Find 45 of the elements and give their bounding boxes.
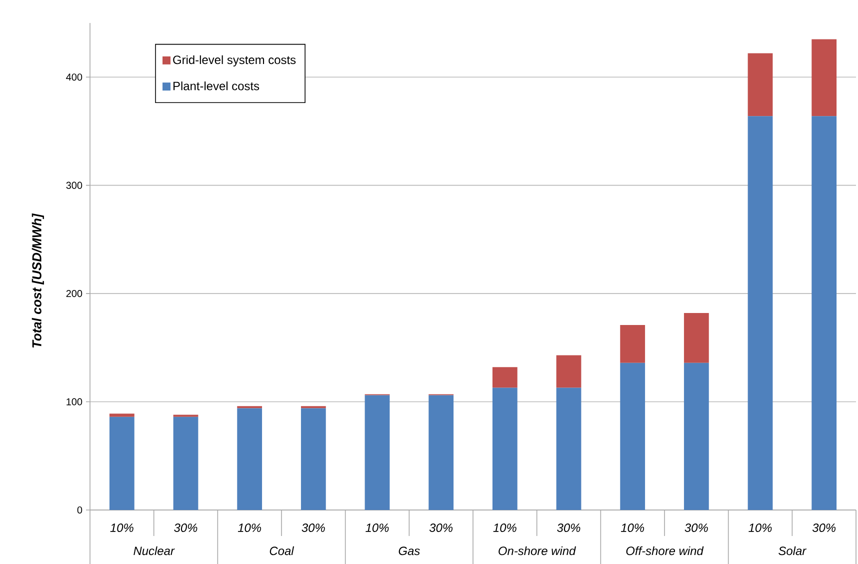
x-tick-label: 10%	[620, 524, 644, 532]
bar	[237, 408, 262, 510]
text: Coal	[270, 546, 294, 556]
bar	[620, 362, 646, 510]
bar	[556, 388, 582, 510]
bar	[812, 116, 837, 510]
bar	[300, 408, 326, 510]
legend-label: Grid-level system costs	[173, 55, 296, 66]
bar	[812, 39, 837, 116]
bar	[109, 416, 134, 510]
bar	[748, 53, 773, 116]
x-tick-label: 30%	[812, 524, 836, 532]
y-tick-label: 100	[66, 398, 82, 406]
x-tick-label: 30%	[429, 524, 453, 532]
bar	[492, 388, 518, 510]
x-tick-label: 30%	[684, 524, 708, 532]
x-tick-label: 10%	[748, 524, 772, 532]
legend-label: Plant-level costs	[173, 81, 260, 90]
bar	[173, 416, 198, 510]
x-tick-label: 10%	[110, 524, 134, 532]
text: Gas	[398, 546, 420, 556]
text: Off-shore wind	[626, 546, 704, 556]
text: Solar	[778, 546, 807, 556]
x-tick-label: 30%	[557, 524, 580, 532]
x-tick-label: 30%	[302, 524, 325, 532]
y-tick-label: 0	[77, 506, 82, 514]
bar	[620, 324, 646, 363]
x-tick-label: 10%	[238, 524, 262, 532]
bar	[428, 395, 454, 510]
bar	[109, 414, 134, 417]
bar	[684, 362, 709, 510]
y-tick-label: 300	[66, 182, 82, 189]
text: Nuclear	[134, 546, 175, 556]
bar	[748, 116, 773, 510]
y-tick-label: 400	[66, 74, 82, 81]
y-tick-label: 200	[66, 290, 82, 298]
bar	[492, 367, 518, 388]
bar	[556, 355, 582, 388]
x-tick-label: 10%	[493, 524, 516, 532]
y-axis-title: Total cost [USD/MWh]	[32, 213, 44, 348]
bar	[684, 313, 709, 363]
x-tick-label: 30%	[174, 524, 198, 532]
bar	[364, 395, 390, 510]
text: On-shore wind	[498, 546, 576, 556]
x-tick-label: 10%	[366, 524, 389, 532]
